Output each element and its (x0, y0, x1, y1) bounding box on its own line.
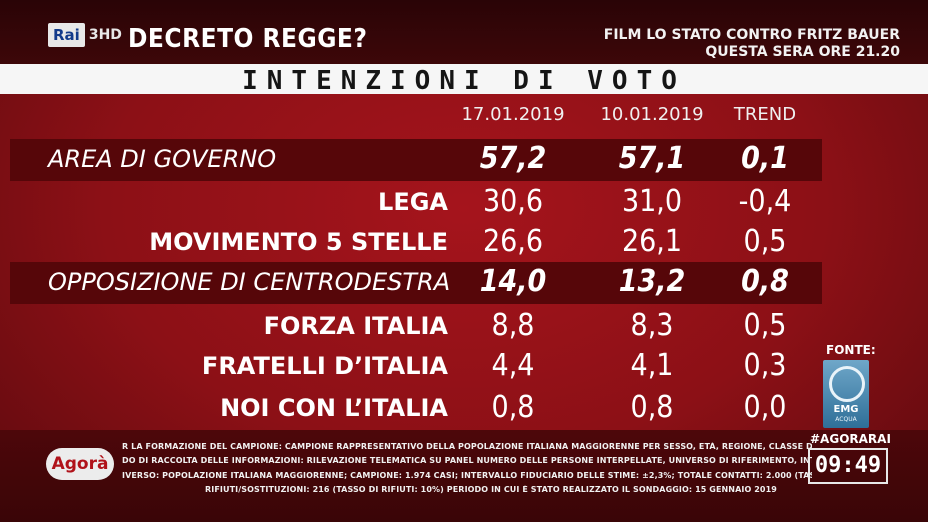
group-highlight (10, 262, 822, 304)
poll-value: 0,8 (630, 390, 674, 425)
table-row: NOI CON L’ITALIA 0,8 0,8 0,0 (0, 390, 928, 430)
headline: DECRETO REGGE? (128, 24, 368, 54)
poll-value: 57,1 (618, 141, 686, 176)
show-logo: Agorà (46, 448, 114, 480)
row-label: MOVIMENTO 5 STELLE (149, 228, 448, 256)
source-label: FONTE: (826, 343, 876, 357)
poll-value: 0,8 (491, 390, 535, 425)
hashtag: #AGORARAI (810, 432, 891, 446)
channel-suffix: 3HD (88, 27, 122, 43)
trend-value: 0,0 (743, 390, 787, 425)
trend-value: 0,5 (743, 224, 787, 259)
trend-value: 0,3 (743, 348, 787, 383)
rai-logo-text: Rai (48, 23, 85, 47)
row-label: AREA DI GOVERNO (48, 145, 277, 173)
row-label: FORZA ITALIA (263, 312, 448, 340)
column-header-trend: TREND (733, 104, 797, 125)
trend-value: -0,4 (738, 184, 792, 219)
column-header-date-1: 17.01.2019 (461, 104, 565, 125)
poll-value: 26,1 (621, 224, 683, 259)
poll-value: 4,4 (491, 348, 535, 383)
emg-logo: EMG ACQUA (823, 360, 869, 428)
table-group-row: OPPOSIZIONE DI CENTRODESTRA 14,0 13,2 0,8 (0, 264, 928, 304)
channel-logo: Rai 3HD (48, 22, 122, 48)
table-row: MOVIMENTO 5 STELLE 26,6 26,1 0,5 (0, 224, 928, 264)
row-label: OPPOSIZIONE DI CENTRODESTRA (48, 268, 451, 296)
table-row: FRATELLI D’ITALIA 4,4 4,1 0,3 (0, 348, 928, 388)
row-label: LEGA (378, 188, 448, 216)
row-label: FRATELLI D’ITALIA (201, 352, 448, 380)
emg-logo-sub: ACQUA (835, 416, 857, 423)
poll-title: INTENZIONI DI VOTO (242, 66, 686, 96)
poll-value: 26,6 (482, 224, 544, 259)
poll-value: 14,0 (479, 264, 547, 299)
poll-value: 4,1 (630, 348, 674, 383)
methodology-line-1: R LA FORMAZIONE DEL CAMPIONE: CAMPIONE R… (122, 442, 812, 451)
poll-value: 30,6 (482, 184, 544, 219)
row-label: NOI CON L’ITALIA (220, 394, 448, 422)
table-row: LEGA 30,6 31,0 -0,4 (0, 184, 928, 224)
poll-value: 31,0 (621, 184, 683, 219)
poll-value: 57,2 (479, 141, 547, 176)
promo-line-1: FILM LO STATO CONTRO FRITZ BAUER (603, 27, 900, 43)
table-row: FORZA ITALIA 8,8 8,3 0,5 (0, 308, 928, 348)
title-band (0, 64, 928, 94)
column-header-date-2: 10.01.2019 (600, 104, 704, 125)
clock: 09:49 (808, 448, 888, 484)
table-group-row: AREA DI GOVERNO 57,2 57,1 0,1 (0, 141, 928, 181)
poll-value: 8,8 (491, 308, 535, 343)
trend-value: 0,5 (743, 308, 787, 343)
promo-line-2: QUESTA SERA ORE 21.20 (705, 44, 900, 60)
bottom-info-band (0, 430, 928, 522)
trend-value: 0,1 (741, 141, 789, 176)
methodology-line-4: RIFIUTI/SOSTITUZIONI: 216 (TASSO DI RIFI… (205, 485, 777, 494)
methodology-line-2: DO DI RACCOLTA DELLE INFORMAZIONI: RILEV… (122, 456, 812, 465)
emg-ring-icon (829, 366, 865, 402)
group-highlight (10, 139, 822, 181)
poll-value: 8,3 (630, 308, 674, 343)
trend-value: 0,8 (741, 264, 789, 299)
methodology-line-3: IVERSO: POPOLAZIONE ITALIANA MAGGIORENNE… (122, 471, 812, 480)
emg-logo-text: EMG (833, 404, 859, 415)
top-bar (0, 0, 928, 64)
poll-value: 13,2 (618, 264, 686, 299)
program-promo: FILM LO STATO CONTRO FRITZ BAUER QUESTA … (604, 27, 900, 61)
